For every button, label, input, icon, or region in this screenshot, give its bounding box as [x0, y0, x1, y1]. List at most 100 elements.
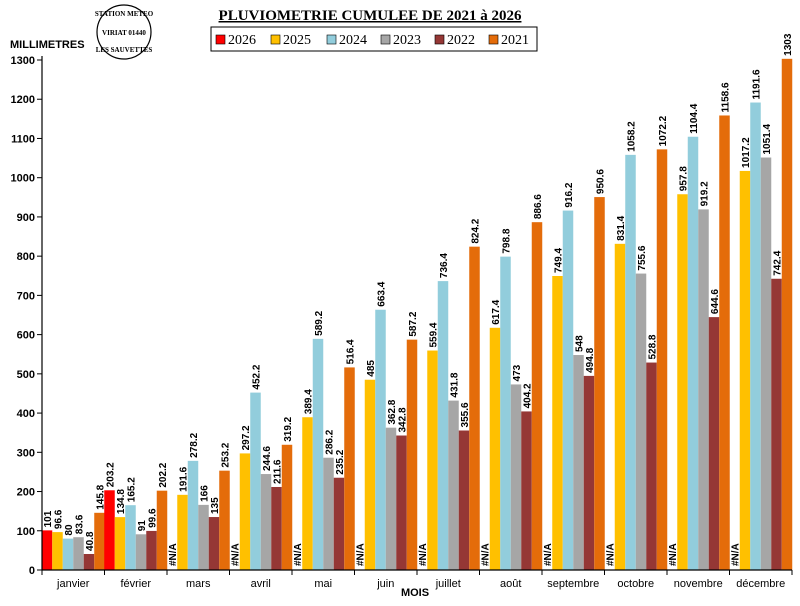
x-axis-title: MOIS — [401, 587, 429, 599]
legend-swatch-2024 — [326, 34, 337, 45]
na-label: #N/A — [168, 543, 179, 566]
x-category-label: avril — [251, 578, 271, 590]
bar-2021-mai — [344, 367, 355, 570]
bar-2024-décembre — [750, 102, 761, 570]
bar-2021-décembre — [781, 58, 793, 570]
data-label: 244.6 — [262, 446, 273, 471]
bar-2024-mars — [187, 460, 199, 570]
bar-2021-juin — [406, 339, 418, 570]
bar-2024-octobre — [625, 154, 636, 571]
x-category-label: août — [500, 578, 521, 590]
data-label: 297.2 — [241, 425, 252, 450]
bar-2023-octobre — [635, 273, 647, 570]
data-label: 191.6 — [179, 466, 190, 491]
bar-2024-avril — [250, 392, 261, 570]
data-label: 286.2 — [325, 429, 336, 454]
data-label: 494.8 — [585, 347, 596, 372]
legend-swatch-2021 — [488, 34, 499, 45]
data-label: 101 — [43, 510, 54, 527]
bar-2026-janvier — [41, 530, 53, 570]
data-label: 950.6 — [596, 169, 607, 194]
data-label: 319.2 — [283, 416, 294, 441]
data-label: 663.4 — [377, 281, 388, 306]
data-label: 749.4 — [554, 248, 565, 273]
bar-2024-août — [500, 256, 511, 570]
y-tick-label: 700 — [17, 290, 35, 302]
legend-label-2026: 2026 — [228, 33, 256, 48]
data-label: 389.4 — [304, 389, 315, 414]
legend-label-2021: 2021 — [501, 33, 529, 48]
data-label: 1158.6 — [721, 82, 732, 112]
na-label: #N/A — [481, 543, 492, 566]
x-category-label: mai — [314, 578, 332, 590]
x-category-label: février — [120, 578, 151, 590]
data-label: 742.4 — [773, 250, 784, 275]
data-label: 1191.6 — [752, 69, 763, 99]
bar-2025-mai — [302, 417, 313, 570]
bar-2024-novembre — [687, 136, 699, 570]
x-category-label: octobre — [617, 578, 654, 590]
bar-2025-novembre — [677, 194, 688, 571]
bar-2021-avril — [281, 444, 293, 570]
data-label: 1017.2 — [741, 137, 752, 168]
bar-2023-juin — [385, 427, 397, 570]
data-label: 362.8 — [387, 399, 398, 424]
na-label: #N/A — [731, 543, 742, 566]
bar-2025-juillet — [427, 350, 438, 570]
bar-2021-octobre — [656, 149, 668, 571]
y-tick-label: 300 — [17, 447, 35, 459]
na-label: #N/A — [543, 543, 554, 566]
data-label: 919.2 — [700, 181, 711, 206]
bar-2022-juillet — [458, 430, 470, 570]
data-label: 559.4 — [429, 322, 440, 347]
bar-2024-février — [125, 505, 136, 570]
data-label: 165.2 — [127, 477, 138, 502]
data-label: 91 — [137, 520, 148, 532]
bar-2025-juin — [364, 379, 376, 570]
y-tick-label: 1100 — [11, 133, 35, 145]
bar-2025-mars — [177, 494, 188, 570]
data-label: 548 — [575, 335, 586, 352]
data-label: 83.6 — [75, 514, 86, 534]
stamp-line-2: VIRIAT 01440 — [102, 29, 146, 37]
bar-2024-juillet — [437, 281, 449, 570]
data-label: 1104.4 — [689, 103, 700, 133]
bar-2022-avril — [271, 486, 282, 570]
x-category-label: septembre — [547, 578, 599, 590]
data-label: 516.4 — [346, 339, 357, 364]
bar-2025-février — [114, 517, 126, 570]
bar-2023-mai — [323, 457, 334, 570]
y-axis-title: MILLIMETRES — [10, 39, 85, 51]
data-label: 755.6 — [637, 245, 648, 270]
legend-swatch-2026 — [215, 34, 226, 45]
na-label: #N/A — [606, 543, 617, 566]
bar-2023-décembre — [760, 157, 772, 570]
data-label: 96.6 — [54, 509, 65, 529]
bar-2021-janvier — [94, 512, 105, 570]
legend-swatch-2022 — [434, 34, 445, 45]
data-label: 886.6 — [533, 194, 544, 219]
bar-2021-septembre — [594, 197, 605, 570]
bar-2025-janvier — [52, 532, 63, 570]
bar-2023-août — [510, 384, 522, 570]
chart-title: PLUVIOMETRIE CUMULEE DE 2021 à 2026 — [219, 8, 522, 24]
legend-label-2023: 2023 — [393, 33, 421, 48]
bar-2025-octobre — [614, 243, 626, 570]
data-label: 99.6 — [148, 508, 159, 528]
data-label: 957.8 — [679, 166, 690, 191]
data-label: 824.2 — [471, 218, 482, 243]
plot-area: 0 100 200 300 400 500 600 700 800 900 1000 1100 1200… — [11, 33, 794, 590]
y-tick-label: 400 — [17, 408, 35, 420]
data-label: 528.8 — [648, 334, 659, 359]
legend-swatch-2023 — [380, 34, 391, 45]
data-label: 485 — [366, 360, 377, 377]
bar-2024-juin — [375, 309, 386, 570]
bar-2022-mars — [208, 517, 220, 570]
y-tick-label: 0 — [29, 565, 35, 577]
data-label: 211.6 — [273, 459, 284, 484]
bar-2025-avril — [239, 453, 251, 570]
y-tick-label: 200 — [17, 487, 35, 499]
y-tick-label: 900 — [17, 212, 35, 224]
stamp-line-3: LES SAUVETTES — [96, 46, 153, 54]
data-label: 431.8 — [450, 372, 461, 397]
